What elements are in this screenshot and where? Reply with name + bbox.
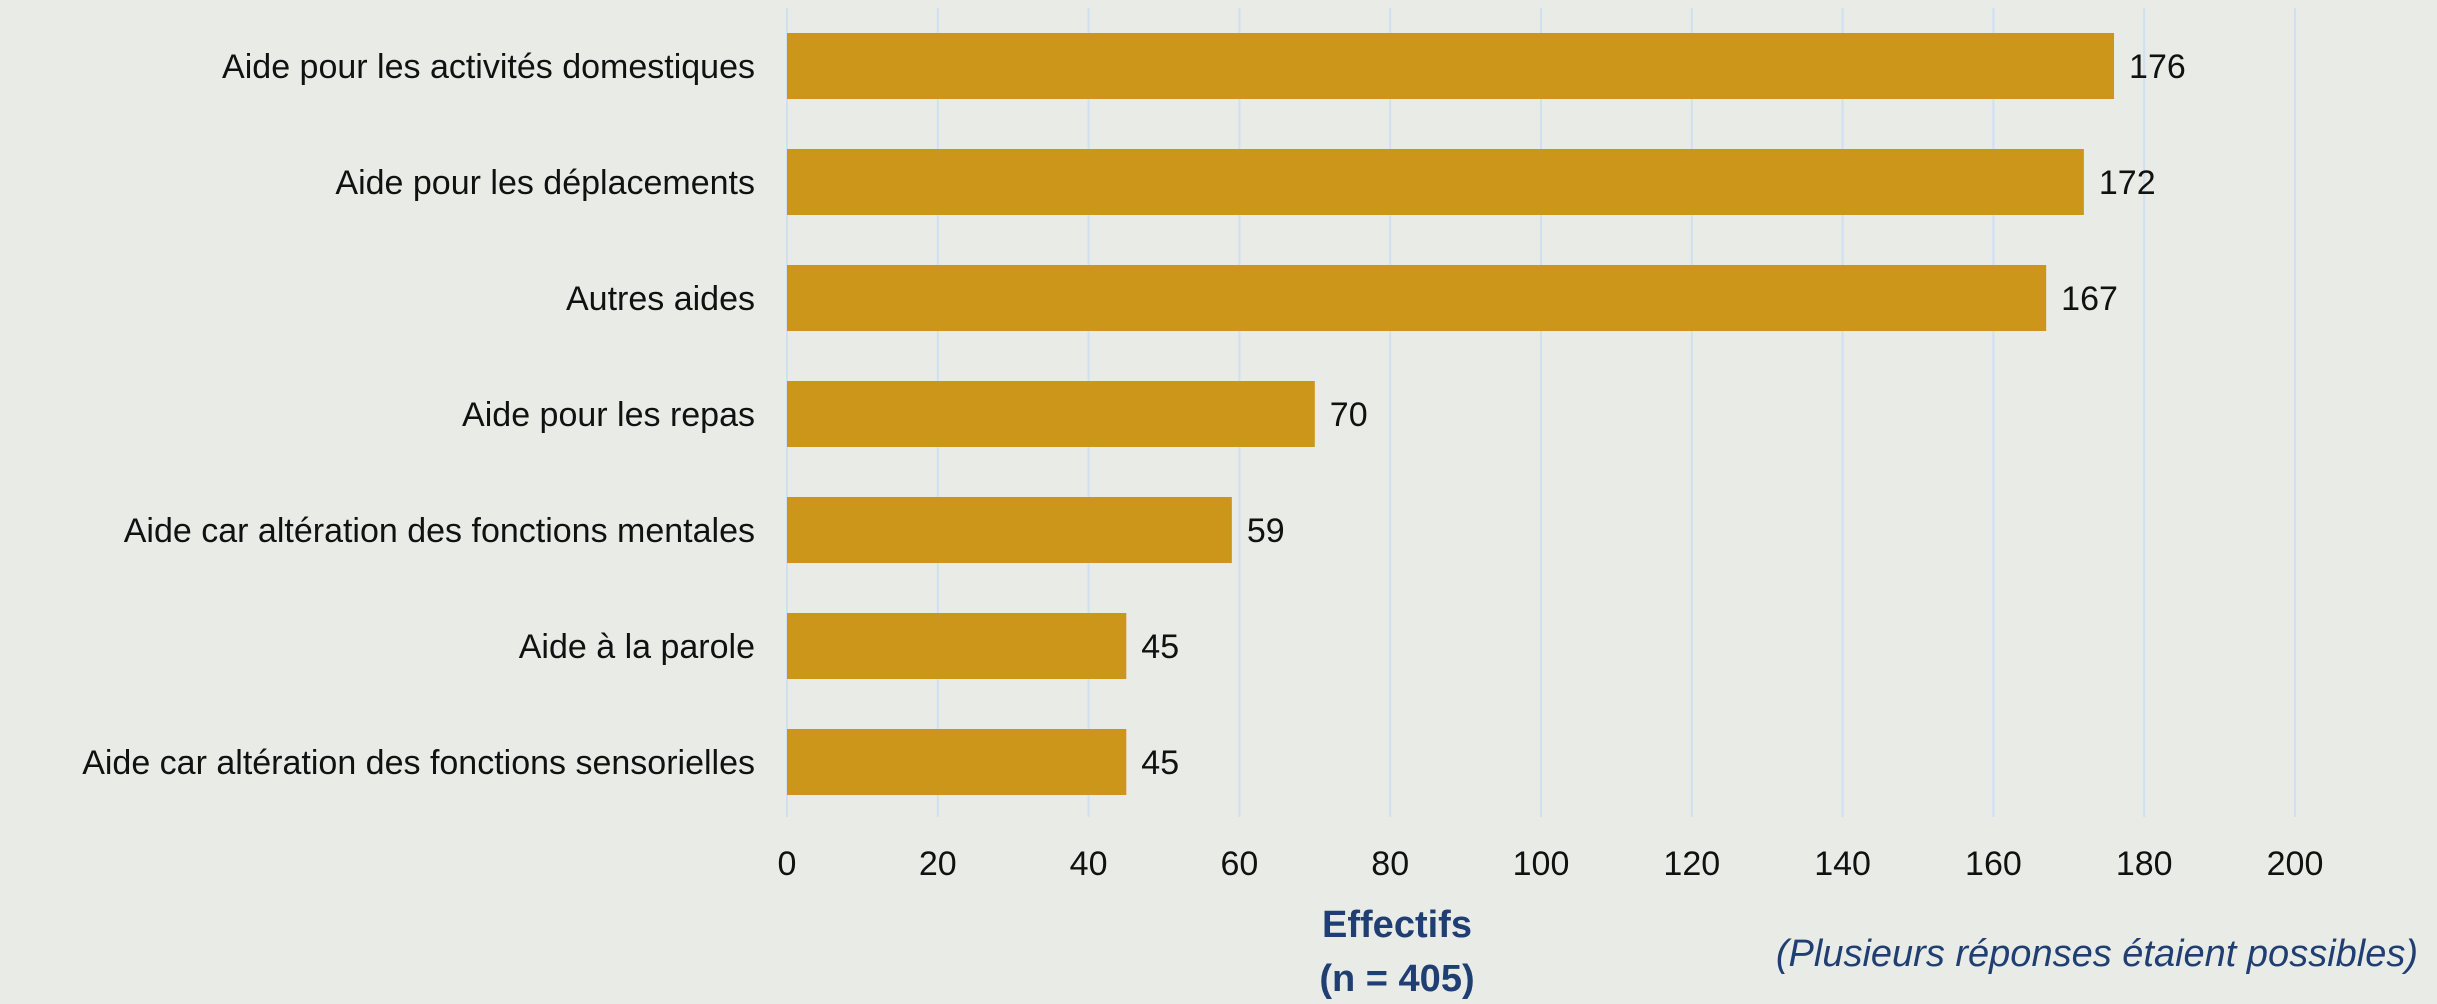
bar (787, 729, 1127, 795)
x-tick-label: 200 (2267, 845, 2324, 883)
category-label: Autres aides (566, 280, 755, 318)
category-label: Aide pour les déplacements (335, 164, 755, 202)
value-label: 176 (2129, 48, 2186, 86)
bar (787, 265, 2047, 331)
category-label: Aide car altération des fonctions sensor… (82, 744, 755, 782)
x-tick-label: 0 (778, 845, 797, 883)
bar (787, 613, 1127, 679)
category-label: Aide car altération des fonctions mental… (124, 512, 755, 550)
grid-lines (786, 8, 2296, 817)
x-tick-label: 20 (919, 845, 957, 883)
x-axis-sample-size: (n = 405) (1319, 958, 1474, 999)
value-label: 172 (2099, 164, 2156, 202)
category-label: Aide pour les repas (462, 396, 755, 434)
chart-note: (Plusieurs réponses étaient possibles) (1776, 933, 2418, 975)
bars (787, 33, 2115, 795)
value-labels: 176 172 167 70 59 45 45 (1141, 48, 2185, 782)
x-axis-title: Effectifs (1322, 904, 1472, 946)
x-tick-label: 40 (1070, 845, 1108, 883)
bar (787, 497, 1232, 563)
bar (787, 149, 2084, 215)
value-label: 70 (1330, 396, 1368, 434)
x-tick-label: 120 (1663, 845, 1720, 883)
value-label: 45 (1141, 628, 1179, 666)
x-tick-label: 140 (1814, 845, 1871, 883)
category-labels: Aide pour les activités domestiques Aide … (82, 48, 755, 782)
x-tick-label: 80 (1371, 845, 1409, 883)
bar (787, 33, 2115, 99)
x-tick-label: 180 (2116, 845, 2173, 883)
x-axis-ticks: 0 20 40 60 80 100 120 140 160 180 200 (778, 845, 2324, 883)
value-label: 45 (1141, 744, 1179, 782)
category-label: Aide à la parole (519, 628, 755, 666)
category-label: Aide pour les activités domestiques (222, 48, 755, 86)
bar (787, 381, 1315, 447)
x-tick-label: 60 (1220, 845, 1258, 883)
value-label: 59 (1247, 512, 1285, 550)
x-tick-label: 160 (1965, 845, 2022, 883)
x-tick-label: 100 (1513, 845, 1570, 883)
value-label: 167 (2061, 280, 2118, 318)
